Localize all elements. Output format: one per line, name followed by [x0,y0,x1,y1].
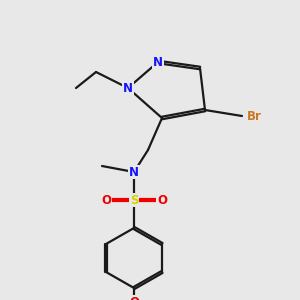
Text: N: N [153,56,163,68]
Text: N: N [129,166,139,178]
Text: O: O [129,296,139,300]
Text: N: N [123,82,133,94]
Text: O: O [157,194,167,206]
Text: S: S [130,194,138,206]
Text: Br: Br [247,110,262,122]
Text: O: O [101,194,111,206]
